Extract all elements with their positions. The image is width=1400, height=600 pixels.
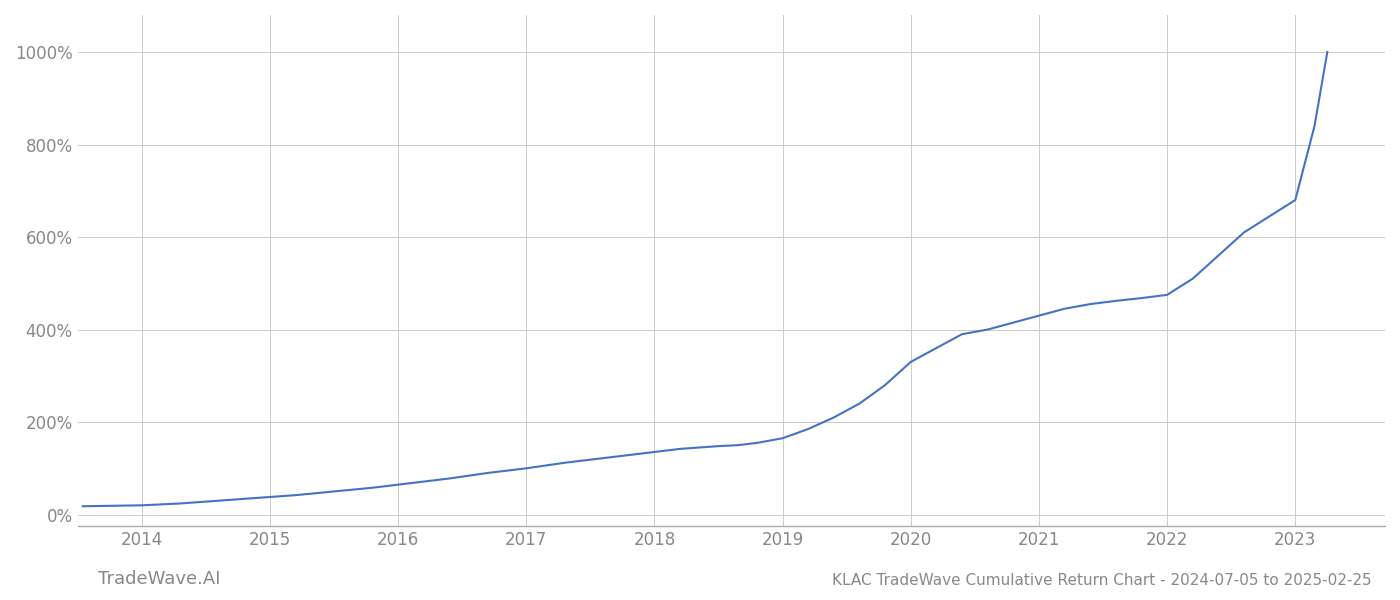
Text: TradeWave.AI: TradeWave.AI: [98, 570, 221, 588]
Text: KLAC TradeWave Cumulative Return Chart - 2024-07-05 to 2025-02-25: KLAC TradeWave Cumulative Return Chart -…: [833, 573, 1372, 588]
